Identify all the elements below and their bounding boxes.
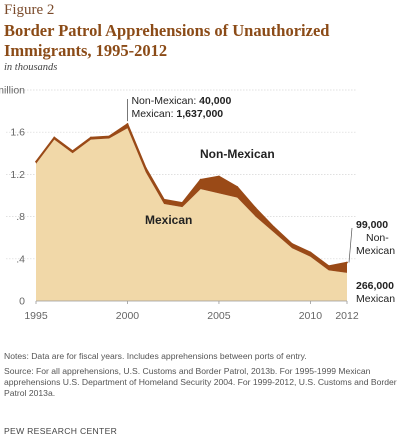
- data-point: [163, 198, 165, 201]
- y-tick-label: 1.2: [10, 169, 25, 181]
- data-point: [199, 178, 202, 181]
- peak-label-non-mexican: Non-Mexican: 40,000: [131, 95, 231, 107]
- x-tick-label: 2000: [116, 310, 140, 322]
- data-point: [181, 201, 184, 204]
- areas: [36, 124, 347, 301]
- axes: 0 .4 .8 1.2 1.6 2 million 1995 2000 2005 2010 2012: [0, 85, 359, 323]
- chart-plot: 0 .4 .8 1.2 1.6 2 million 1995 2000 2005 2010 2012…: [0, 85, 395, 323]
- chart-title: Border Patrol Apprehensions of Unauthori…: [4, 21, 330, 60]
- data-point: [254, 207, 257, 210]
- series-line-total: [35, 122, 348, 268]
- peak-label-mexican: Mexican: 1,637,000: [131, 108, 223, 120]
- data-point: [108, 135, 111, 138]
- data-point: [309, 251, 312, 254]
- data-point: [89, 136, 92, 139]
- x-tick-label: 1995: [24, 310, 48, 322]
- x-tick-label: 2010: [299, 310, 323, 322]
- end-label-non-mexican-value: 99,000: [356, 219, 388, 231]
- end-label-non-mexican-line1: Non-: [366, 232, 389, 244]
- y-tick-label: 0: [19, 296, 25, 308]
- data-point: [272, 226, 275, 229]
- data-point: [126, 123, 129, 125]
- y-tick-label: 2 million: [0, 85, 25, 97]
- y-tick-label: .4: [16, 253, 25, 265]
- data-point: [236, 186, 239, 188]
- y-tick-label: 1.6: [10, 127, 25, 139]
- data-point: [35, 160, 37, 163]
- end-label-mexican-value: 266,000: [356, 280, 394, 292]
- figure-label: Figure 2: [4, 2, 55, 18]
- data-point: [346, 261, 348, 264]
- data-point: [218, 175, 220, 178]
- area-non-mexican: [36, 124, 347, 273]
- series-lines: [35, 122, 348, 268]
- data-point: [71, 150, 74, 153]
- end-leader-line: [348, 227, 353, 263]
- data-point: [291, 243, 294, 245]
- x-tick-label: 2005: [207, 310, 231, 322]
- source-text: Source: For all apprehensions, U.S. Cust…: [4, 366, 397, 398]
- end-label-non-mexican-line2: Mexican: [356, 245, 395, 257]
- end-label-mexican: Mexican: [356, 293, 395, 305]
- footer-credit: PEW RESEARCH CENTER: [4, 426, 118, 436]
- chart-subtitle: in thousands: [4, 62, 58, 73]
- area-label-mexican: Mexican: [145, 213, 192, 227]
- area-label-non-mexican: Non-Mexican: [200, 147, 275, 161]
- data-point: [53, 136, 56, 139]
- x-tick-label: 2012: [335, 310, 359, 322]
- data-point: [144, 167, 147, 169]
- notes-block: Notes: Data are for fiscal years. Includ…: [4, 351, 406, 403]
- y-tick-label: .8: [16, 211, 25, 223]
- area-mexican: [36, 128, 347, 301]
- notes-text: Notes: Data are for fiscal years. Includ…: [4, 351, 307, 361]
- data-point: [327, 265, 330, 268]
